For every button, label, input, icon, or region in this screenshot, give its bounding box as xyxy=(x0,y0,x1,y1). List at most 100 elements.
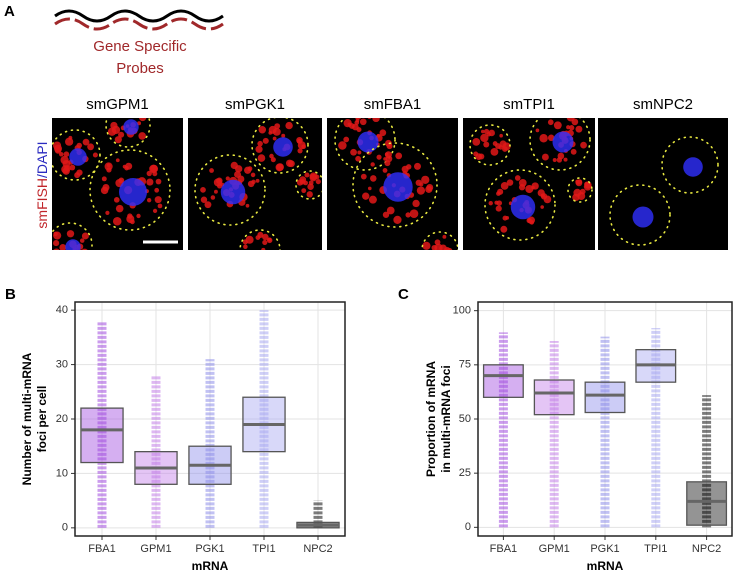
x-tick-label: NPC2 xyxy=(303,543,332,555)
smfish-label: smFISH xyxy=(34,178,50,229)
x-tick-label: GPM1 xyxy=(140,543,171,555)
smfish-spot xyxy=(118,131,125,138)
cell-outline xyxy=(251,118,309,174)
smfish-spot xyxy=(395,152,403,160)
y-tick-label: 50 xyxy=(459,413,471,425)
smfish-spot xyxy=(65,137,74,146)
panel-letter: B xyxy=(5,286,16,303)
smfish-spot xyxy=(272,127,281,136)
nucleus xyxy=(510,194,536,220)
smfish-spot xyxy=(74,172,81,179)
point-cloud xyxy=(686,481,727,526)
smfish-spot xyxy=(362,192,370,200)
image-title: smNPC2 xyxy=(633,96,693,113)
smfish-spot xyxy=(58,250,62,254)
smfish-spot xyxy=(575,125,583,133)
smfish-spot xyxy=(264,253,271,260)
smfish-spot xyxy=(577,192,586,200)
cell-outline xyxy=(334,118,396,171)
smfish-spot xyxy=(104,162,113,171)
smfish-spot xyxy=(87,143,95,151)
nucleus xyxy=(273,137,293,157)
smfish-spot xyxy=(247,166,253,172)
smfish-spot xyxy=(535,128,540,133)
smfish-spot xyxy=(480,133,489,143)
smfish-spot xyxy=(376,154,382,160)
y-tick-label: 25 xyxy=(459,467,471,479)
smfish-spot xyxy=(213,189,218,194)
smfish-spot xyxy=(105,210,110,215)
panel-letter: C xyxy=(398,286,409,303)
cell-outline xyxy=(529,118,591,171)
smfish-spot xyxy=(357,150,362,155)
smfish-spot xyxy=(525,184,534,194)
smfish-spot xyxy=(124,165,129,171)
smfish-spot xyxy=(54,144,63,153)
smfish-spot xyxy=(553,121,562,130)
smfish-spot xyxy=(383,157,387,161)
smfish-spot xyxy=(552,158,557,163)
smfish-spot xyxy=(81,232,89,240)
nucleus xyxy=(69,148,87,166)
smfish-spot xyxy=(262,239,268,246)
nucleus xyxy=(119,178,147,206)
smfish-spot xyxy=(252,257,256,261)
smfish-spot xyxy=(281,133,286,138)
smfish-spot xyxy=(571,118,579,126)
smfish-spot xyxy=(413,162,421,170)
x-tick-label: TPI1 xyxy=(644,543,667,555)
smfish-spot xyxy=(306,191,313,198)
cell-outline xyxy=(105,118,151,148)
y-axis-title: in multi-mRNA foci xyxy=(439,365,453,473)
smfish-spot xyxy=(261,259,267,265)
x-tick-label: PGK1 xyxy=(590,543,619,555)
smfish-spot xyxy=(502,142,511,151)
x-axis-title: mRNA xyxy=(587,559,624,573)
smfish-spot xyxy=(359,118,367,126)
smfish-spot xyxy=(138,118,147,122)
image-title: smGPM1 xyxy=(86,96,149,113)
smfish-spot xyxy=(315,179,321,185)
smfish-spot xyxy=(146,197,152,203)
smfish-spot xyxy=(368,195,377,204)
smfish-spot xyxy=(490,147,499,156)
side-label: smFISH/DAPI xyxy=(34,141,50,228)
smfish-spot xyxy=(79,238,85,243)
smfish-spot xyxy=(261,247,266,250)
smfish-spot xyxy=(430,258,434,262)
smfish-spot xyxy=(250,172,256,178)
nucleus xyxy=(683,157,703,177)
smfish-spot xyxy=(434,257,439,262)
smfish-spot xyxy=(149,164,158,174)
box xyxy=(80,407,124,464)
nucleus xyxy=(552,131,574,153)
smfish-spot xyxy=(307,183,314,190)
smfish-spot xyxy=(382,168,388,173)
smfish-spot xyxy=(63,165,71,172)
smfish-spot xyxy=(234,170,242,178)
image-title: smTPI1 xyxy=(503,96,555,113)
point-cloud xyxy=(483,364,524,398)
smfish-spot xyxy=(154,196,162,204)
smfish-spot xyxy=(370,162,375,167)
cell-outline xyxy=(661,136,719,194)
smfish-spot xyxy=(225,176,230,181)
smfish-spot xyxy=(472,138,481,146)
micrograph xyxy=(598,118,728,250)
cell-outline xyxy=(484,169,556,241)
smfish-spot xyxy=(242,239,248,245)
point-cloud xyxy=(534,380,575,415)
smfish-spot xyxy=(154,187,160,193)
smfish-spot xyxy=(529,220,535,225)
smfish-spot xyxy=(146,178,154,186)
box xyxy=(482,364,524,398)
smfish-spot xyxy=(393,215,402,225)
slash: / xyxy=(34,174,50,178)
smfish-spot xyxy=(483,128,490,135)
smfish-spot xyxy=(209,168,214,173)
smfish-spot xyxy=(405,212,411,218)
cell-outline xyxy=(295,170,322,200)
micrograph xyxy=(52,118,183,254)
smfish-spot xyxy=(496,200,503,206)
smfish-spot xyxy=(539,134,548,143)
